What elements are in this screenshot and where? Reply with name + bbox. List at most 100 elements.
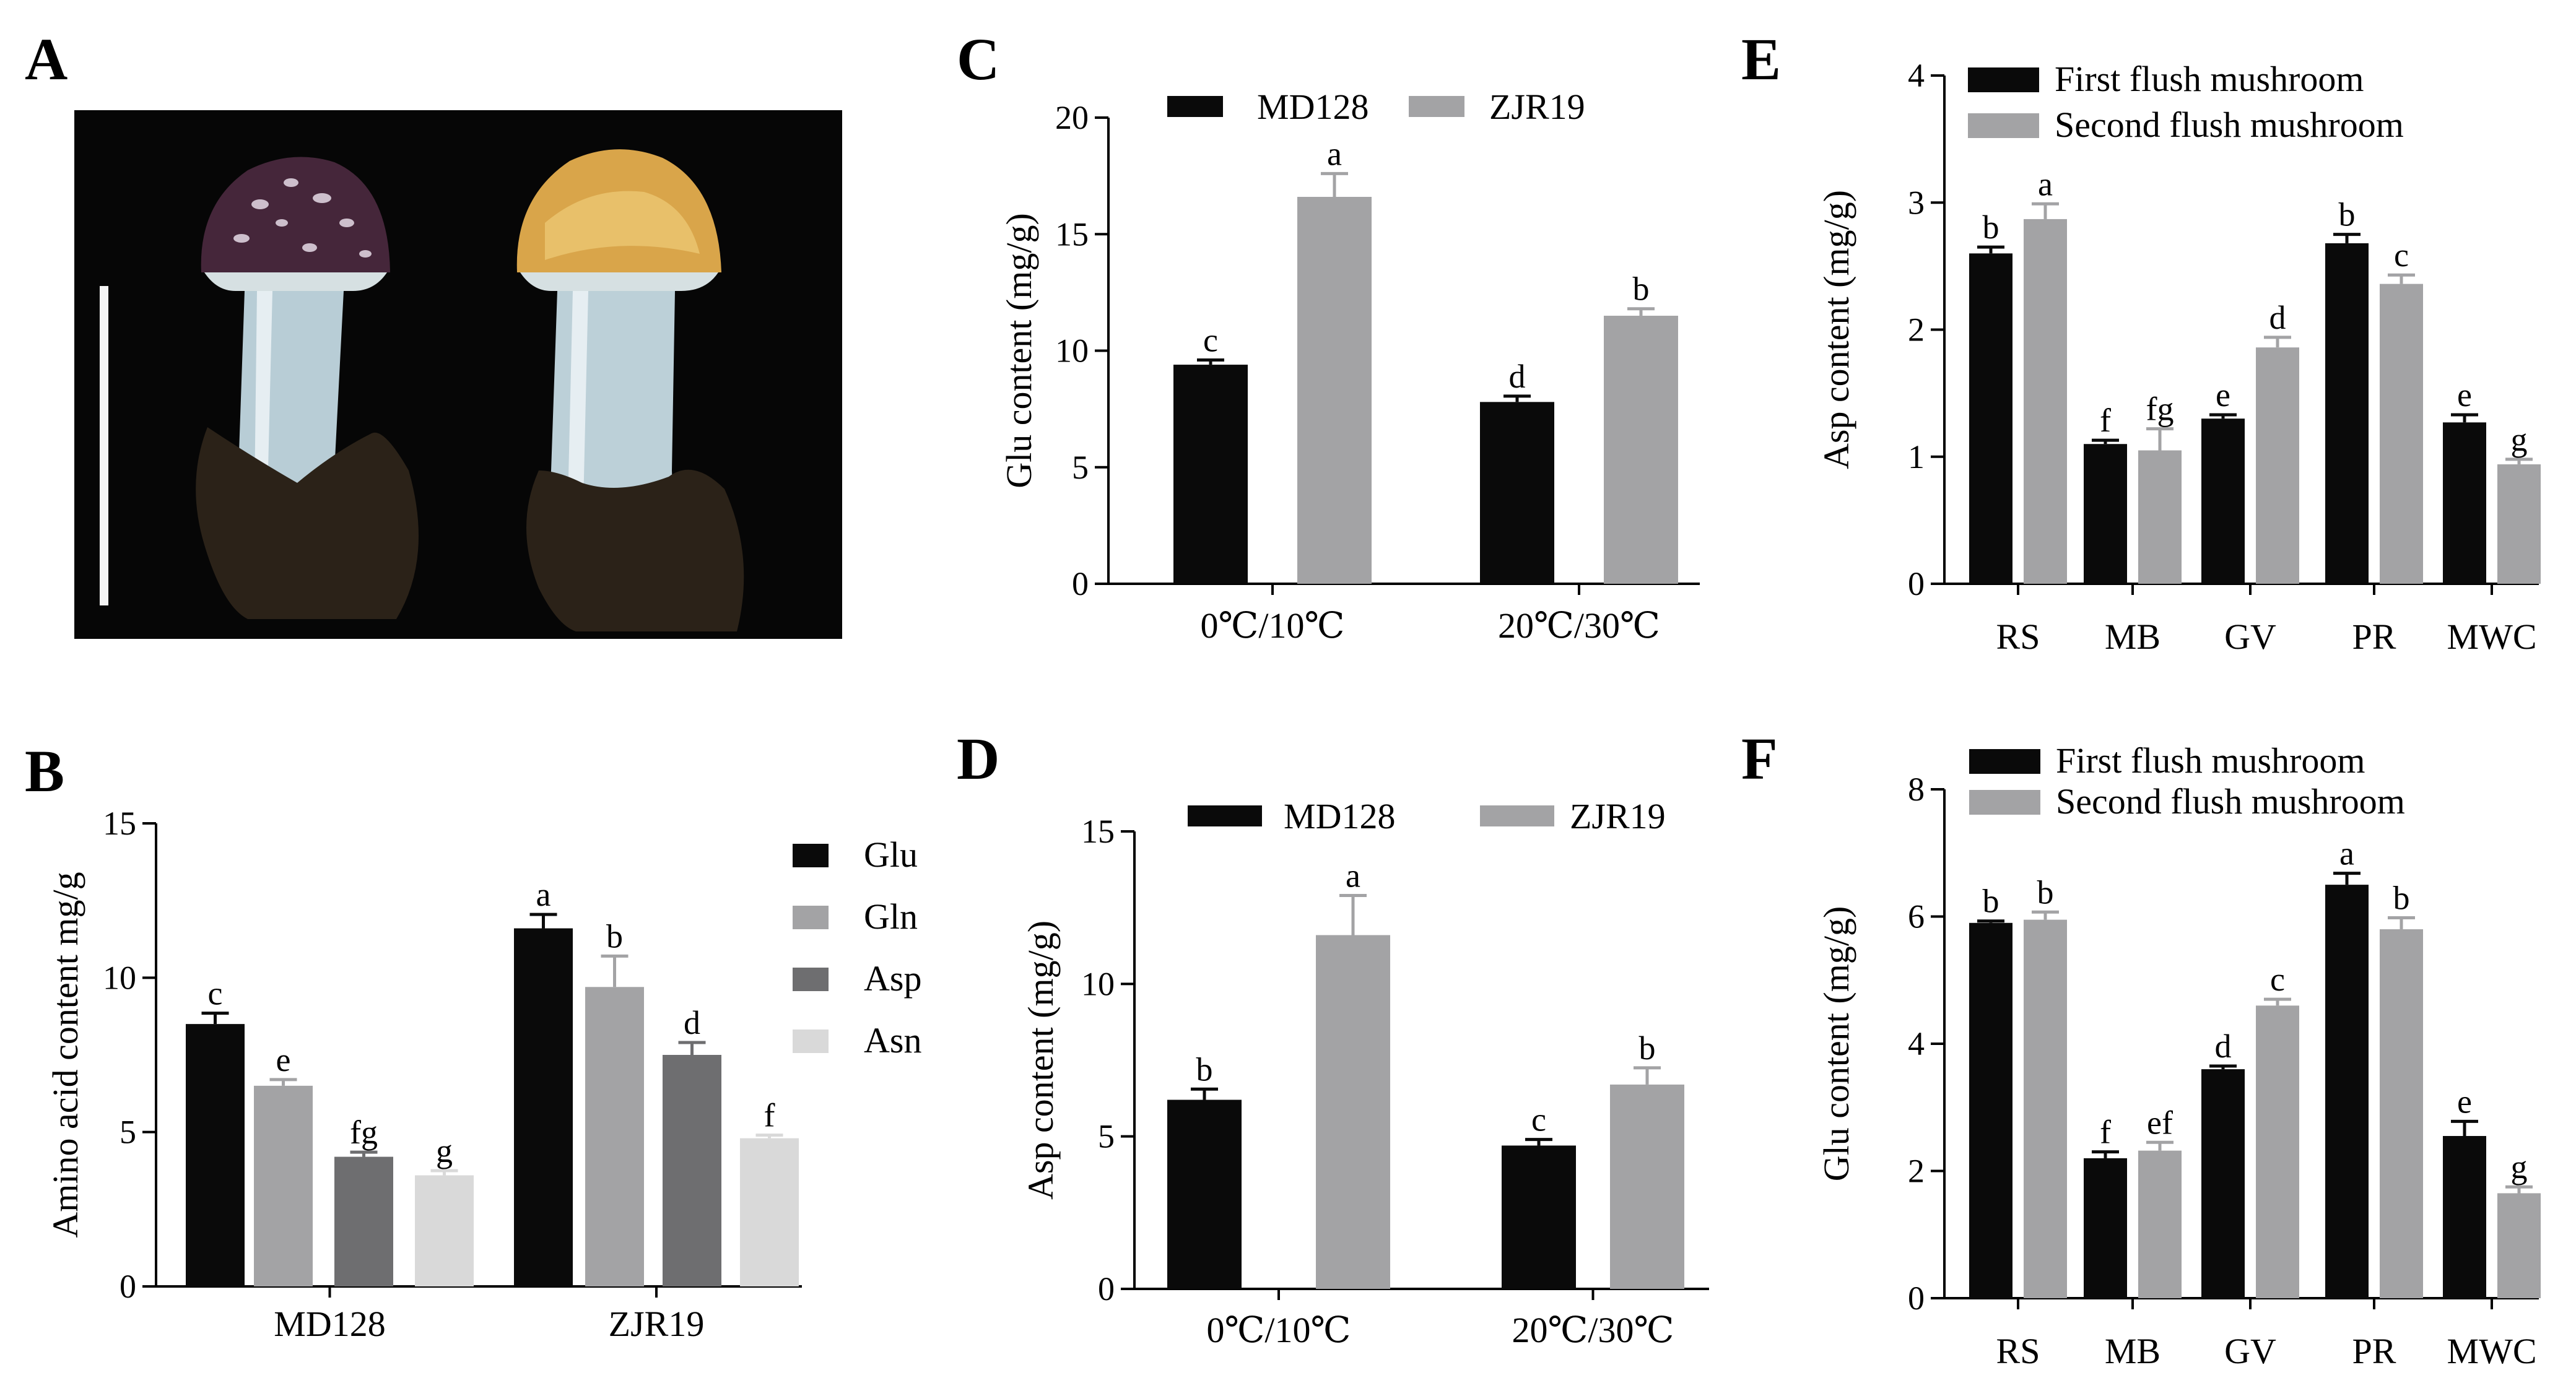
x-tick-label: MB (2105, 617, 2160, 657)
bar-zjr19-0-10- (1316, 935, 1390, 1289)
bar-first-flush-mushroom-gv (2201, 1069, 2245, 1298)
y-tick-label: 15 (1055, 215, 1089, 253)
significance-letter: b (2339, 196, 2356, 233)
y-tick-label: 6 (1908, 898, 1925, 935)
legend-label: ZJR19 (1489, 87, 1585, 127)
legend: First flush mushroom Second flush mushroo… (1968, 59, 2404, 145)
bar-gln-md128 (254, 1085, 313, 1286)
bar-second-flush-mushroom-rs (2024, 919, 2067, 1298)
significance-letter: e (2216, 376, 2230, 414)
y-axis-label: Asp content (mg/g) (1816, 190, 1856, 469)
panel-e-asp-tissue-chart: E 0 1 2 3 4 Asp content (mg/g) b a RS f fg MB e d GV b c P… (1741, 26, 2541, 657)
significance-letter: b (1639, 1030, 1656, 1067)
y-tick-label: 3 (1908, 184, 1925, 221)
y-tick-label: 4 (1908, 1025, 1925, 1062)
significance-letter: d (684, 1004, 700, 1041)
significance-letter: b (1983, 883, 1999, 920)
legend-label: MD128 (1284, 796, 1395, 836)
significance-letter: f (2100, 402, 2111, 439)
x-tick-label: PR (2352, 1331, 2396, 1371)
x-tick-label: MWC (2447, 617, 2537, 657)
significance-letter: c (2394, 236, 2409, 274)
y-tick-label: 5 (1072, 449, 1089, 486)
significance-letter: e (2457, 376, 2472, 414)
y-tick-label: 0 (1098, 1270, 1115, 1307)
panel-label-d: D (957, 726, 999, 792)
panel-d-asp-temperature-chart: D 0 5 10 15 Asp content (mg/g) b a 0℃/10℃ c b 20℃/3… (957, 726, 1709, 1350)
legend-label: Glu (864, 835, 918, 875)
y-tick-label: 8 (1908, 771, 1925, 808)
x-tick-label: RS (1996, 617, 2040, 657)
bar-asn-zjr19 (740, 1138, 799, 1286)
bar-first-flush-mushroom-mwc (2443, 422, 2486, 584)
bar-md128-20-30- (1502, 1145, 1576, 1289)
significance-letter: c (208, 975, 223, 1012)
x-tick-label: GV (2224, 617, 2276, 657)
significance-letter: d (1509, 358, 1526, 395)
significance-letter: f (764, 1097, 775, 1134)
significance-letter: b (2037, 874, 2054, 911)
panel-label-f: F (1741, 726, 1778, 792)
legend-swatch (1968, 113, 2039, 138)
x-tick-label: 0℃/10℃ (1201, 605, 1345, 646)
y-tick-label: 5 (1098, 1118, 1115, 1155)
bar-second-flush-mushroom-mb (2138, 1150, 2182, 1298)
significance-letter: c (1531, 1101, 1546, 1138)
panel-a: A (25, 26, 842, 639)
panel-b-amino-acid-chart: B 0 5 10 15 Amino acid content mg/g c e fg g MD128… (25, 738, 921, 1344)
legend: MD128 ZJR19 (1167, 87, 1585, 127)
y-tick-label: 10 (1081, 965, 1115, 1002)
bar-asn-md128 (415, 1175, 474, 1286)
legend-swatch (793, 968, 829, 991)
legend-label: Asp (864, 958, 921, 999)
significance-letter: a (1346, 857, 1360, 894)
y-axis-label: Asp content (mg/g) (1020, 921, 1061, 1200)
y-tick-label: 2 (1908, 311, 1925, 349)
legend-label: First flush mushroom (2055, 59, 2364, 99)
legend: MD128 ZJR19 (1188, 796, 1666, 836)
significance-letter: c (1203, 322, 1218, 359)
significance-letter: f (2100, 1114, 2111, 1151)
legend-label: First flush mushroom (2056, 740, 2365, 781)
significance-letter: ef (2147, 1104, 2173, 1141)
x-tick-label: 20℃/30℃ (1512, 1310, 1674, 1350)
panel-label-c: C (957, 26, 999, 92)
panel-label-a: A (25, 26, 67, 92)
y-tick-label: 0 (1908, 565, 1925, 602)
x-tick-label: MWC (2447, 1331, 2537, 1371)
bar-first-flush-mushroom-gv (2201, 418, 2245, 584)
legend-swatch (1480, 805, 1554, 826)
significance-letter: a (1327, 135, 1342, 172)
bar-md128-20-30- (1480, 402, 1554, 584)
y-axis-label: Amino acid content mg/g (45, 872, 85, 1238)
bar-second-flush-mushroom-mwc (2497, 464, 2541, 584)
bar-second-flush-mushroom-gv (2256, 1005, 2299, 1298)
bar-second-flush-mushroom-rs (2024, 219, 2067, 584)
y-tick-label: 0 (1908, 1280, 1925, 1317)
legend-label: Second flush mushroom (2056, 781, 2405, 822)
bar-second-flush-mushroom-pr (2380, 929, 2423, 1298)
significance-letter: e (276, 1041, 291, 1078)
bar-first-flush-mushroom-mwc (2443, 1135, 2486, 1298)
y-tick-label: 4 (1908, 57, 1925, 94)
legend-label: ZJR19 (1570, 796, 1666, 836)
x-tick-label: PR (2352, 617, 2396, 657)
x-tick-label: RS (1996, 1331, 2040, 1371)
bar-first-flush-mushroom-rs (1969, 253, 2012, 584)
legend-swatch (1969, 790, 2040, 815)
bar-gln-zjr19 (585, 987, 644, 1286)
significance-letter: g (2511, 421, 2528, 458)
x-tick-label: ZJR19 (609, 1304, 705, 1344)
bar-first-flush-mushroom-mb (2084, 1158, 2127, 1298)
bar-md128-0-10- (1167, 1099, 1242, 1289)
bar-first-flush-mushroom-pr (2325, 885, 2369, 1298)
bar-zjr19-20-30- (1610, 1084, 1684, 1289)
legend-swatch (1969, 749, 2040, 774)
significance-letter: c (2270, 961, 2285, 998)
bar-zjr19-0-10- (1297, 197, 1372, 584)
significance-letter: g (436, 1132, 453, 1169)
bar-zjr19-20-30- (1604, 316, 1678, 584)
x-tick-label: 0℃/10℃ (1207, 1310, 1351, 1350)
legend-label: Gln (864, 896, 918, 937)
